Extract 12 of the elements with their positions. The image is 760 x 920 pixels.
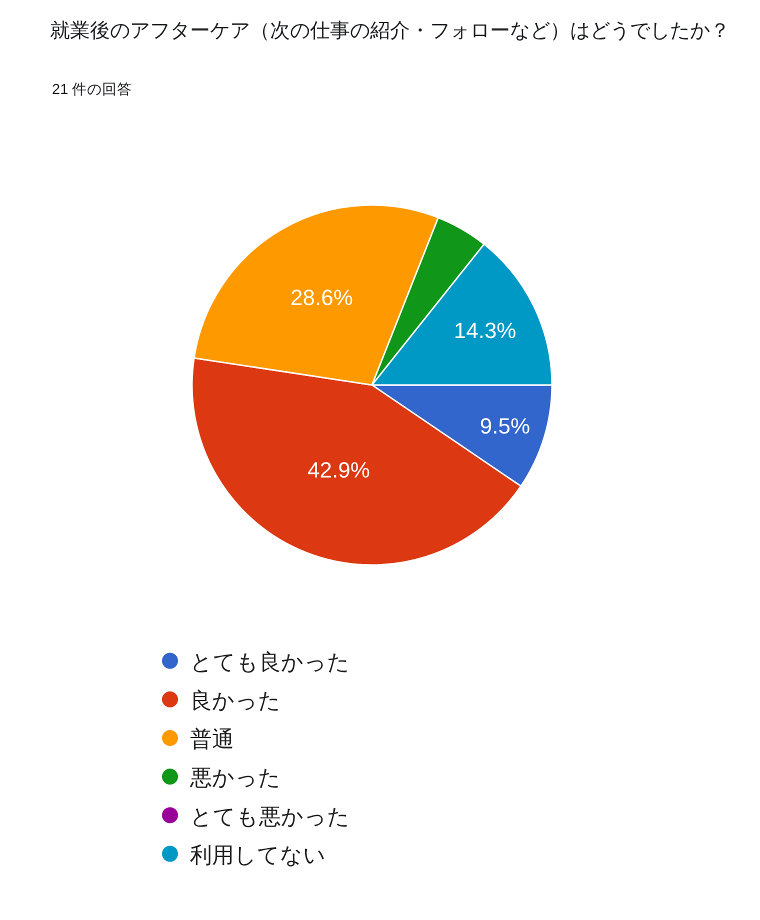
- data-label: 9.5%: [480, 413, 530, 438]
- legend-label: 悪かった: [189, 765, 281, 790]
- data-label: 14.3%: [454, 318, 516, 343]
- data-label: 28.6%: [290, 284, 353, 310]
- legend-label: 良かった: [190, 688, 281, 713]
- legend-label: とても良かった: [190, 649, 350, 674]
- data-label: 42.9%: [308, 457, 370, 482]
- legend-label: 利用してない: [190, 842, 326, 868]
- legend-label: 普通: [190, 726, 234, 752]
- legend-label: とても悪かった: [190, 804, 350, 829]
- chart-title: 就業後のアフターケア（次の仕事の紹介・フォローなど）はどうでしたか？: [50, 20, 730, 42]
- chart-subtitle: 21 件の回答: [52, 81, 132, 98]
